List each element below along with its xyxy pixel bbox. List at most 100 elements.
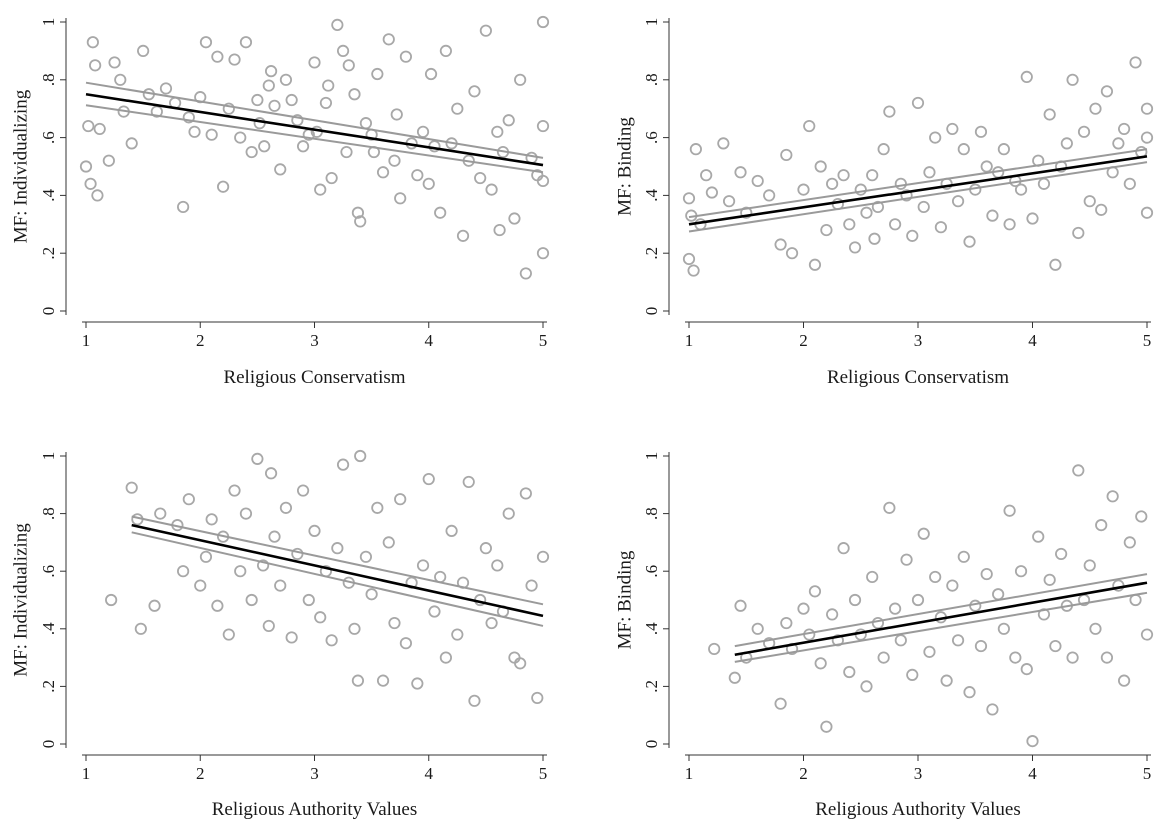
data-point: [1089, 622, 1102, 635]
data-point: [923, 166, 936, 179]
data-point: [314, 183, 327, 196]
data-point: [1026, 212, 1039, 225]
data-point: [388, 616, 401, 630]
data-point: [199, 550, 213, 563]
scatter-panel-4: 0 .2 .4 .6 .8 1 1 2 3 4 5 Religious Authority Value…: [614, 452, 1154, 820]
data-point: [84, 177, 97, 190]
data-point: [376, 166, 390, 179]
data-point: [808, 585, 822, 598]
data-point: [536, 15, 550, 29]
data-point: [774, 238, 787, 251]
data-point: [963, 235, 976, 248]
data-point: [923, 645, 936, 658]
data-point: [416, 125, 430, 138]
data-point: [911, 96, 925, 110]
data-point: [780, 148, 793, 162]
y-tick-label: .2: [39, 247, 58, 260]
data-point: [359, 117, 373, 130]
data-point: [371, 67, 384, 81]
data-point: [325, 634, 338, 647]
data-point: [1118, 674, 1131, 687]
y-tick-label: 1: [39, 18, 58, 27]
data-point: [451, 628, 464, 641]
data-point: [1100, 85, 1114, 98]
data-point: [359, 550, 373, 563]
data-point: [154, 507, 167, 520]
data-point: [105, 593, 118, 607]
data-point: [854, 183, 867, 196]
data-point: [296, 140, 310, 153]
data-point: [536, 247, 550, 260]
data-point: [687, 264, 700, 277]
data-point: [946, 122, 959, 136]
x-tick-label: 1: [685, 331, 694, 350]
data-point: [205, 128, 218, 141]
x-tick-label: 4: [1028, 331, 1037, 350]
data-point: [866, 570, 879, 584]
data-point: [194, 579, 207, 592]
y-tick-label: .4: [39, 189, 58, 202]
x-tick-label: 1: [685, 764, 694, 783]
data-point: [108, 56, 121, 69]
data-point: [336, 458, 350, 471]
data-point: [262, 619, 275, 633]
y-tick-label: 0: [39, 307, 58, 316]
data-point: [1129, 593, 1142, 607]
data-point: [177, 565, 190, 578]
data-point: [394, 493, 407, 506]
y-tick-label: .6: [642, 565, 661, 578]
data-point: [308, 524, 321, 537]
data-point: [239, 507, 253, 520]
y-tick-label: .4: [642, 622, 661, 635]
data-point: [279, 501, 293, 514]
data-point: [883, 105, 896, 118]
data-point: [182, 493, 195, 506]
data-point: [228, 53, 241, 66]
data-point: [1100, 651, 1114, 664]
data-point: [451, 102, 464, 115]
data-point: [182, 111, 195, 124]
data-point: [929, 131, 942, 144]
x-tick-label: 4: [425, 764, 434, 783]
x-tick-label: 3: [914, 331, 923, 350]
data-point: [1135, 510, 1148, 523]
data-point: [1118, 122, 1131, 136]
data-point: [843, 665, 856, 679]
data-point: [1003, 218, 1016, 231]
data-point: [843, 218, 856, 231]
x-tick-label: 3: [310, 331, 319, 350]
data-point: [708, 642, 721, 656]
data-point: [342, 59, 355, 72]
data-point: [125, 137, 138, 150]
fit-line: [85, 92, 544, 167]
data-point: [399, 637, 412, 650]
data-point: [502, 114, 515, 127]
data-point: [868, 232, 881, 245]
data-point: [763, 189, 776, 202]
data-point: [485, 616, 498, 630]
x-tick-label: 2: [799, 764, 808, 783]
fit-line: [734, 581, 1148, 657]
data-point: [894, 634, 907, 647]
data-point: [751, 622, 764, 635]
x-tick-label: 3: [914, 764, 923, 783]
data-point: [251, 452, 264, 465]
x-tick-label: 5: [539, 764, 548, 783]
data-point: [780, 616, 793, 630]
data-point: [256, 559, 270, 572]
data-point: [114, 73, 127, 86]
data-point: [491, 559, 504, 572]
data-point: [536, 550, 550, 563]
data-point: [251, 93, 264, 107]
data-point: [264, 467, 278, 480]
scatter-panel-2: 0 .2 .4 .6 .8 1 1 2 3 4 5 Religious Conservatism MF:…: [614, 18, 1154, 388]
y-tick-label: .2: [39, 680, 58, 693]
y-tick-label: 1: [642, 452, 661, 461]
data-point: [188, 125, 201, 138]
data-point: [205, 513, 218, 526]
data-point: [980, 567, 993, 581]
data-point: [285, 631, 298, 644]
data-point: [134, 622, 147, 635]
data-point: [493, 223, 506, 237]
data-point: [1014, 183, 1028, 196]
